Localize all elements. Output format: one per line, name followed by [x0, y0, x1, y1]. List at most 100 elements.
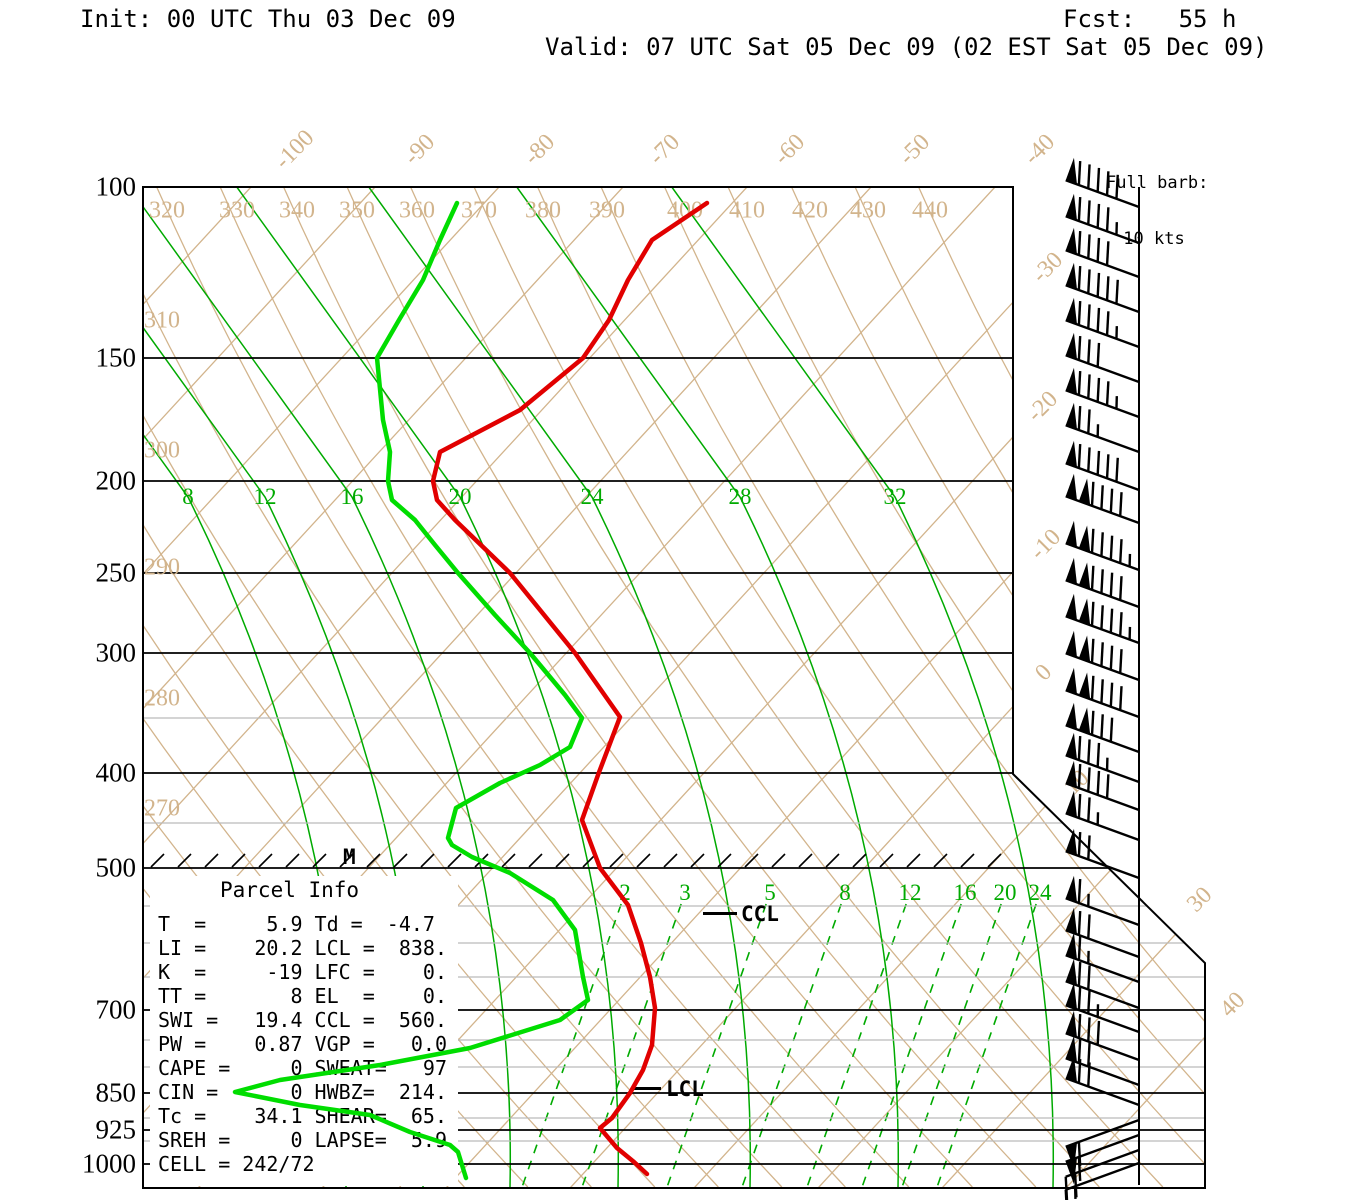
hatch-tick: [744, 853, 759, 868]
dry-adiabat-label: 320: [149, 197, 185, 224]
hatch-tick: [960, 853, 975, 868]
moist-adiabat-label: 32: [883, 484, 907, 509]
dry-adiabat-line: [727, 187, 1205, 1188]
barb-flag: [1065, 932, 1077, 960]
dewpoint-trace: [232, 200, 591, 1181]
barb-full-tick: [1087, 989, 1091, 1014]
barb-flag: [1078, 635, 1091, 663]
barb-full-tick: [1115, 279, 1119, 304]
barb-full-tick: [1087, 409, 1091, 434]
barb-flag: [1078, 672, 1091, 700]
barb-shaft: [1065, 1118, 1140, 1148]
barb-flag: [1065, 297, 1077, 325]
barb-full-tick: [1077, 793, 1082, 819]
barb-full-tick: [1105, 454, 1110, 479]
barb-full-tick: [1119, 612, 1123, 637]
barb-full-tick: [1077, 230, 1082, 256]
parcel-info-row: SWI = 19.4 CCL = 560.: [158, 1008, 447, 1032]
barb-full-tick: [1100, 679, 1104, 704]
barb-full-tick: [1090, 675, 1095, 700]
wind-barb: [1065, 473, 1140, 525]
wind-barb: [1065, 958, 1140, 1010]
barb-shaft: [1065, 724, 1140, 754]
dry-adiabat-label: 360: [399, 197, 435, 224]
barb-full-tick: [1087, 200, 1091, 225]
hatch-tick: [501, 853, 516, 868]
barb-shaft: [1065, 542, 1140, 572]
barb-full-tick: [1100, 642, 1104, 667]
wind-barb: [1065, 875, 1140, 927]
barb-flag: [1065, 958, 1077, 986]
hatch-tick: [852, 853, 867, 868]
wind-barb: [1065, 402, 1140, 454]
parcel-info-row: CELL = 242/72: [158, 1152, 315, 1176]
mixing-ratio-label: 24: [1028, 880, 1052, 905]
barb-full-tick: [1100, 605, 1104, 630]
barb-full-tick: [1077, 265, 1082, 291]
barb-full-tick: [1087, 1017, 1091, 1042]
barb-full-tick: [1077, 910, 1082, 936]
dry-adiabat-line: [156, 187, 846, 1188]
hatch-tick: [285, 853, 300, 868]
parcel-info-row: Tc = 34.1 SHEAR= 65.: [158, 1104, 447, 1128]
barb-full-tick: [1087, 164, 1091, 189]
barb-full-tick: [1119, 576, 1123, 601]
hatch-tick: [798, 853, 813, 868]
wind-barb: [1065, 262, 1140, 314]
barb-flag: [1078, 478, 1091, 506]
barb-flag: [1065, 157, 1077, 185]
barb-flag: [1065, 667, 1077, 695]
dry-adiabat-line: [473, 187, 1164, 1188]
isotherm-line: [143, 187, 500, 1188]
wind-barb: [1065, 630, 1140, 682]
barb-full-tick: [1096, 377, 1101, 402]
parcel-info-row: PW = 0.87 VGP = 0.0: [158, 1032, 447, 1056]
barb-full-tick: [1115, 174, 1119, 199]
barb-full-tick: [1077, 831, 1082, 857]
barb-shaft: [1065, 652, 1140, 682]
pressure-axis-label: 400: [95, 757, 137, 788]
barb-full-tick: [1077, 878, 1082, 904]
barb-flag: [1065, 402, 1077, 430]
dry-adiabat-label: 430: [850, 197, 886, 224]
hatch-tick: [879, 853, 894, 868]
barb-full-tick: [1090, 601, 1095, 626]
barb-full-tick: [1087, 767, 1091, 792]
wind-barb: [1065, 702, 1140, 754]
hatch-tick: [447, 853, 462, 868]
barb-flag: [1065, 630, 1077, 658]
barb-full-tick: [1109, 682, 1114, 707]
wind-barb: [1065, 1055, 1140, 1107]
hatch-tick: [663, 853, 678, 868]
barb-shaft: [1065, 179, 1140, 209]
pressure-axis-label: 300: [95, 637, 137, 668]
hatch-tick: [528, 853, 543, 868]
mixing-ratio-label: 12: [898, 880, 922, 905]
mixing-ratio-label: 20: [993, 880, 1017, 905]
wind-barb: [1065, 520, 1140, 572]
barb-full-tick: [1077, 1156, 1082, 1182]
barb-flag: [1065, 732, 1077, 760]
barb-full-tick: [1109, 572, 1114, 597]
isotherm-line: [817, 187, 1205, 1188]
dry-adiabat-label: 330: [219, 197, 255, 224]
temperature-trace: [430, 200, 710, 1177]
barb-flag: [1065, 702, 1077, 730]
wind-barb: [1064, 1161, 1140, 1200]
barb-shaft: [1065, 215, 1140, 245]
barb-full-tick: [1100, 569, 1104, 594]
barb-full-tick: [1100, 532, 1104, 557]
hatch-tick: [825, 853, 840, 868]
hatch-tick: [555, 853, 570, 868]
barb-full-tick: [1105, 241, 1110, 266]
wind-barb: [1065, 1118, 1140, 1170]
barb-flag: [1065, 1035, 1077, 1063]
barb-flag: [1065, 760, 1077, 788]
mixing-ratio-label: 5: [764, 880, 776, 905]
isotherm-line: [941, 187, 1205, 1188]
wind-barb: [1065, 367, 1140, 419]
